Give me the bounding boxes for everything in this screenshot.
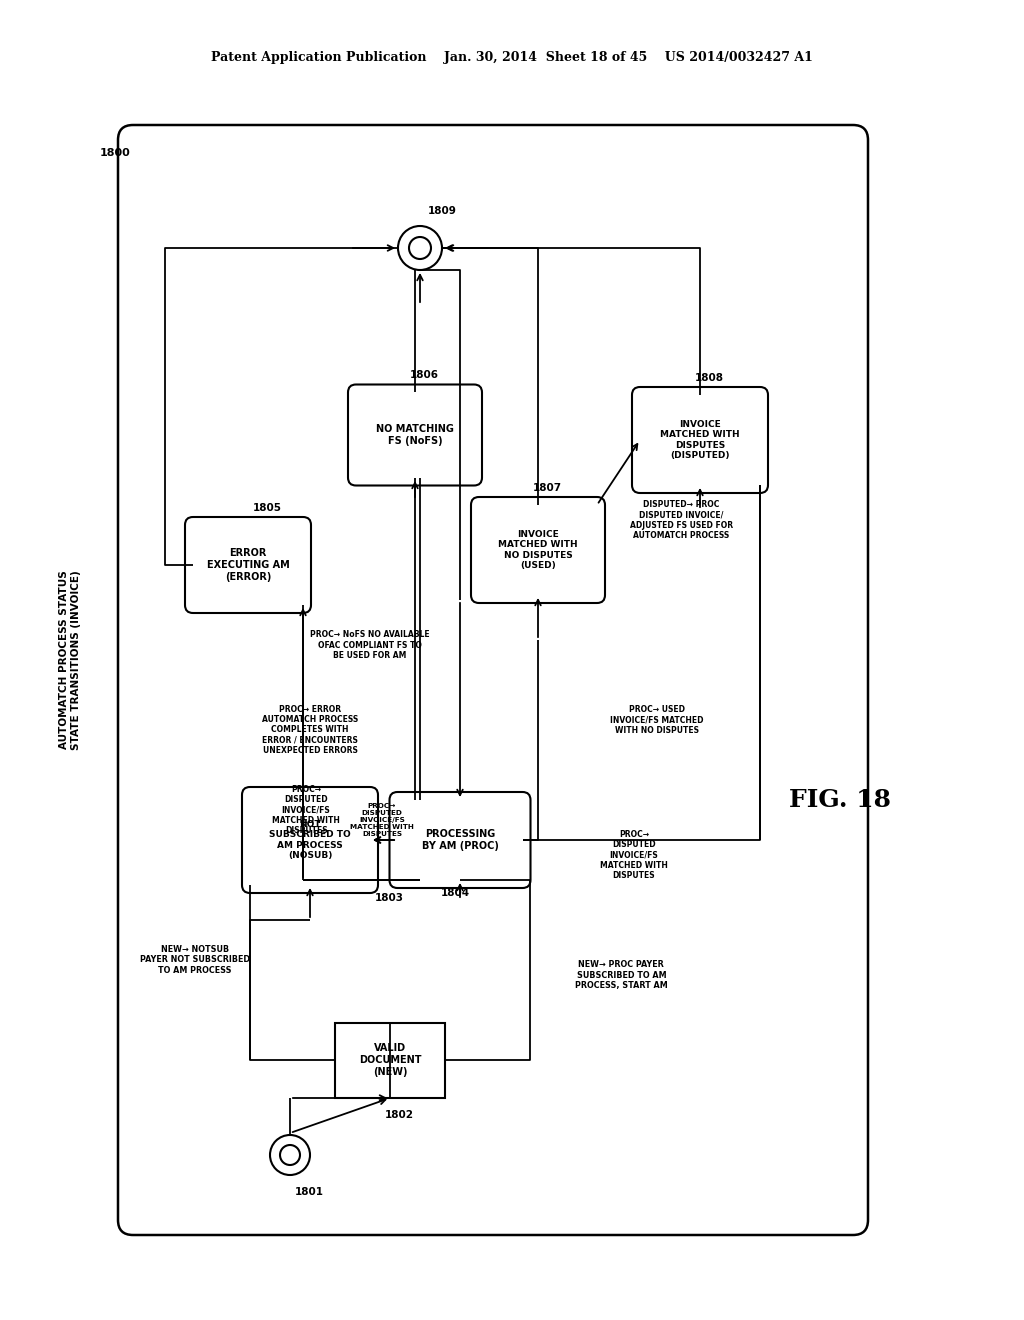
Text: NEW→ NOTSUB
PAYER NOT SUBSCRIBED
TO AM PROCESS: NEW→ NOTSUB PAYER NOT SUBSCRIBED TO AM P…: [140, 945, 250, 975]
Text: AUTOMATCH PROCESS STATUS
STATE TRANSITIONS (INVOICE): AUTOMATCH PROCESS STATUS STATE TRANSITIO…: [59, 570, 81, 750]
Text: 1803: 1803: [375, 894, 404, 903]
Text: PROC→ ERROR
AUTOMATCH PROCESS
COMPLETES WITH
ERROR / ENCOUNTERS
UNEXPECTED ERROR: PROC→ ERROR AUTOMATCH PROCESS COMPLETES …: [262, 705, 358, 755]
Circle shape: [280, 1144, 300, 1166]
Text: PROC→
DISPUTED
INVOICE/FS
MATCHED WITH
DISPUTES: PROC→ DISPUTED INVOICE/FS MATCHED WITH D…: [350, 803, 414, 837]
Text: PROC→
DISPUTED
INVOICE/FS
MATCHED WITH
DISPUTES: PROC→ DISPUTED INVOICE/FS MATCHED WITH D…: [272, 784, 340, 836]
FancyBboxPatch shape: [185, 517, 311, 612]
Text: NEW→ PROC PAYER
SUBSCRIBED TO AM
PROCESS, START AM: NEW→ PROC PAYER SUBSCRIBED TO AM PROCESS…: [575, 960, 668, 990]
Bar: [335, 1023, 445, 1097]
Text: INVOICE
MATCHED WITH
DISPUTES
(DISPUTED): INVOICE MATCHED WITH DISPUTES (DISPUTED): [660, 420, 739, 461]
FancyBboxPatch shape: [118, 125, 868, 1236]
Circle shape: [398, 226, 442, 271]
FancyBboxPatch shape: [632, 387, 768, 492]
Text: PROC→ USED
INVOICE/FS MATCHED
WITH NO DISPUTES: PROC→ USED INVOICE/FS MATCHED WITH NO DI…: [610, 705, 703, 735]
Text: 1805: 1805: [253, 503, 282, 513]
FancyBboxPatch shape: [348, 384, 482, 486]
Text: NO MATCHING
FS (NoFS): NO MATCHING FS (NoFS): [376, 424, 454, 446]
FancyBboxPatch shape: [242, 787, 378, 894]
Text: DISPUTED→ PROC
DISPUTED INVOICE/
ADJUSTED FS USED FOR
AUTOMATCH PROCESS: DISPUTED→ PROC DISPUTED INVOICE/ ADJUSTE…: [630, 500, 733, 540]
Circle shape: [270, 1135, 310, 1175]
Text: 1800: 1800: [99, 148, 130, 158]
Text: 1808: 1808: [695, 374, 724, 383]
Text: 1807: 1807: [534, 483, 562, 492]
Text: 1809: 1809: [428, 206, 457, 216]
Text: ERROR
EXECUTING AM
(ERROR): ERROR EXECUTING AM (ERROR): [207, 548, 290, 582]
Text: PROCESSING
BY AM (PROC): PROCESSING BY AM (PROC): [422, 829, 499, 851]
Circle shape: [409, 238, 431, 259]
Text: PROC→ NoFS NO AVAILABLE
OFAC COMPLIANT FS TO
BE USED FOR AM: PROC→ NoFS NO AVAILABLE OFAC COMPLIANT F…: [310, 630, 430, 660]
FancyBboxPatch shape: [389, 792, 530, 888]
Text: INVOICE
MATCHED WITH
NO DISPUTES
(USED): INVOICE MATCHED WITH NO DISPUTES (USED): [499, 529, 578, 570]
FancyBboxPatch shape: [471, 498, 605, 603]
Text: 1806: 1806: [410, 371, 439, 380]
Text: Patent Application Publication    Jan. 30, 2014  Sheet 18 of 45    US 2014/00324: Patent Application Publication Jan. 30, …: [211, 51, 813, 65]
Text: NOT
SUBSCRIBED TO
AM PROCESS
(NOSUB): NOT SUBSCRIBED TO AM PROCESS (NOSUB): [269, 820, 351, 861]
Text: FIG. 18: FIG. 18: [790, 788, 891, 812]
Text: 1804: 1804: [440, 888, 470, 898]
Text: 1802: 1802: [385, 1110, 414, 1119]
Text: PROC→
DISPUTED
INVOICE/FS
MATCHED WITH
DISPUTES: PROC→ DISPUTED INVOICE/FS MATCHED WITH D…: [600, 830, 668, 880]
Text: VALID
DOCUMENT
(NEW): VALID DOCUMENT (NEW): [358, 1043, 421, 1077]
Text: 1801: 1801: [295, 1187, 324, 1197]
